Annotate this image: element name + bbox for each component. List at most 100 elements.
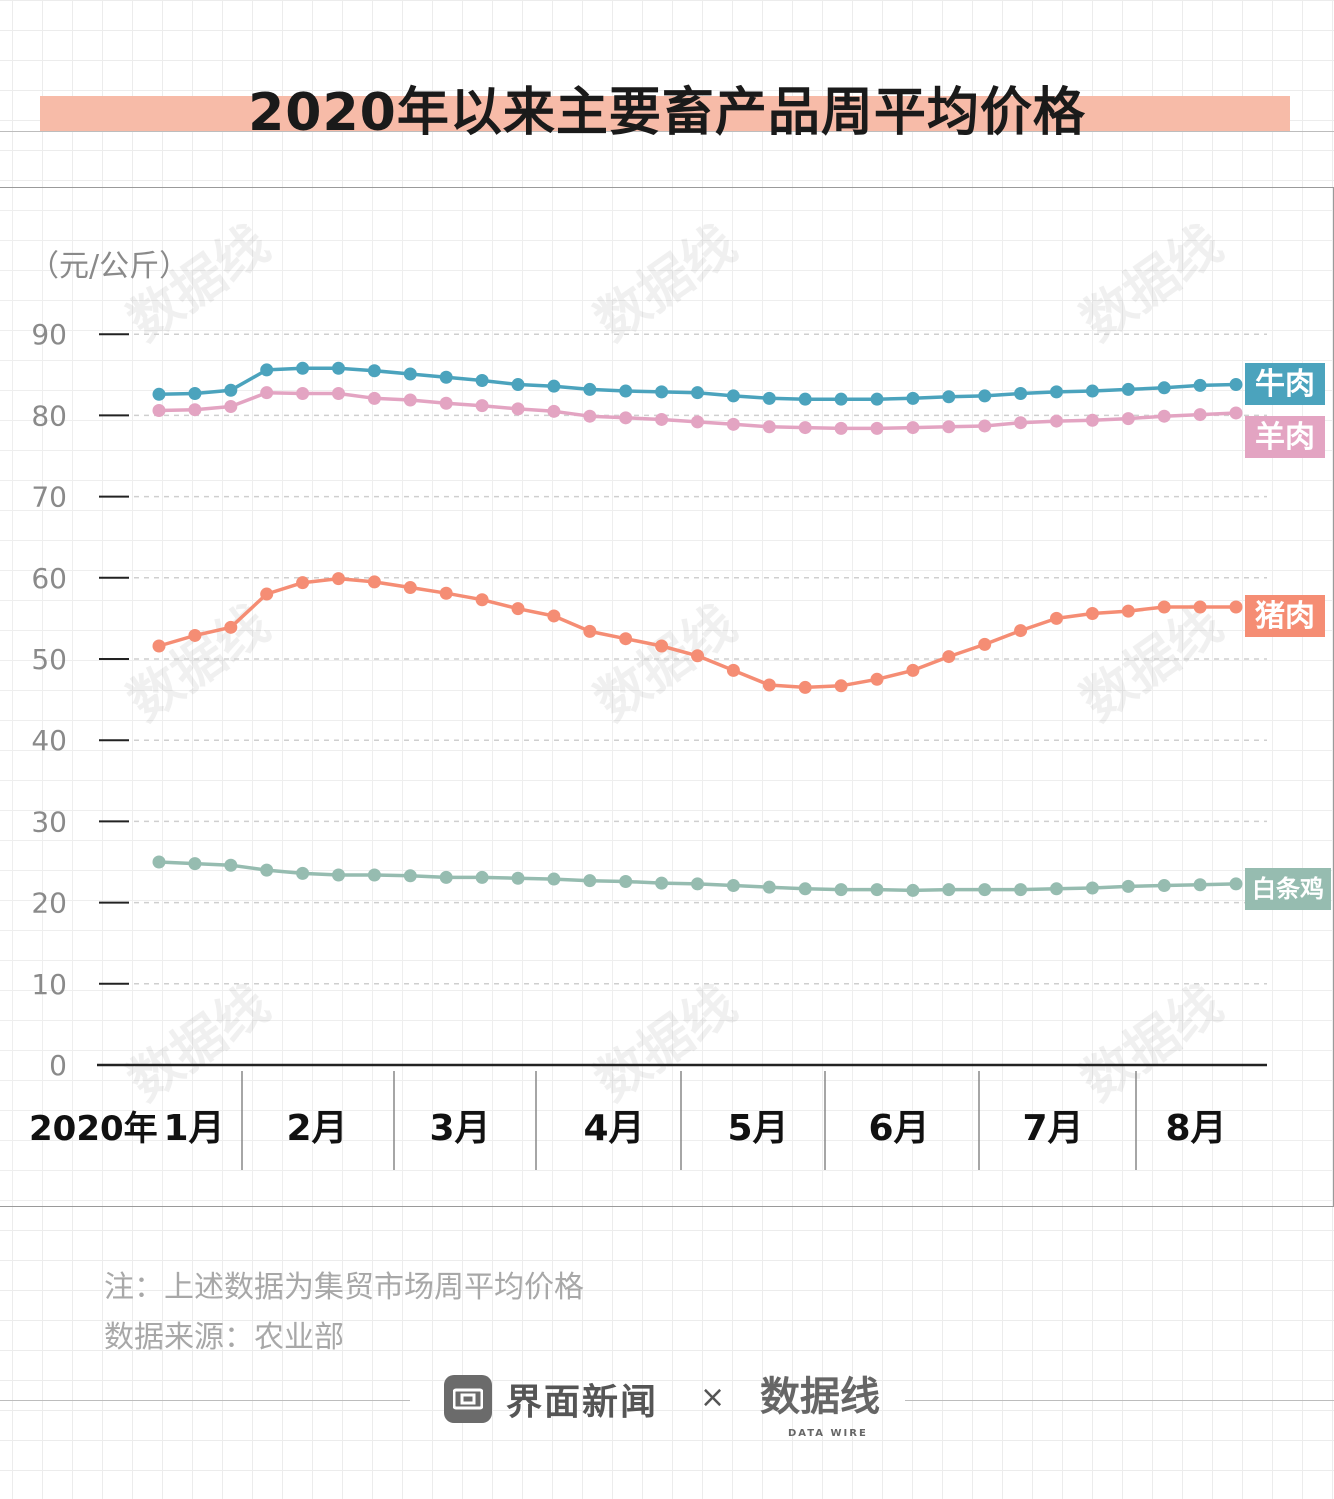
data-point-chicken <box>367 868 381 882</box>
data-point-mutton <box>619 411 633 425</box>
chart-panel: 数据线 数据线 数据线 数据线 数据线 数据线 数据线 数据线 数据线 （元/公斤） 0 10 20 30… <box>0 187 1334 1207</box>
title-banner: 2020年以来主要畜产品周平均价格 <box>0 40 1334 143</box>
watermark-logo: 数据线 <box>1071 974 1233 1113</box>
data-point-beef <box>762 391 776 405</box>
data-point-pork <box>726 663 740 677</box>
data-point-mutton <box>1050 414 1063 428</box>
data-point-chicken <box>152 855 166 869</box>
watermark-logo: 数据线 <box>585 594 747 733</box>
datawire-logo: 数据线 DATA WIRE <box>758 1360 888 1440</box>
watermark-logo: 数据线 <box>118 974 280 1113</box>
data-point-mutton <box>762 420 776 434</box>
data-point-pork <box>332 572 345 586</box>
data-point-chicken <box>332 868 345 882</box>
y-tick-label: 80 <box>31 399 67 432</box>
data-point-chicken <box>834 883 848 897</box>
data-point-pork <box>619 632 633 646</box>
y-tick-label: 90 <box>31 318 67 351</box>
y-tick-label: 0 <box>49 1049 67 1082</box>
jiemian-name: 界面新闻 <box>506 1382 659 1423</box>
data-point-chicken <box>511 871 525 885</box>
y-tick-label: 40 <box>31 724 67 757</box>
data-point-beef <box>224 383 238 397</box>
data-point-pork <box>978 637 992 651</box>
data-point-pork <box>188 628 202 642</box>
data-point-pork <box>296 576 310 590</box>
data-point-beef <box>367 364 381 378</box>
x-tick-label: 8月 <box>1165 1108 1226 1149</box>
x-tick-label: 5月 <box>727 1108 788 1149</box>
data-point-mutton <box>403 393 417 407</box>
data-point-mutton <box>224 399 238 413</box>
data-point-chicken <box>475 870 489 884</box>
data-point-chicken <box>583 874 597 888</box>
data-point-beef <box>511 378 525 392</box>
data-point-beef <box>439 370 453 384</box>
source-note: 数据来源：农业部 <box>104 1320 344 1355</box>
data-point-chicken <box>1121 879 1135 893</box>
data-point-mutton <box>152 404 166 418</box>
data-point-beef <box>942 390 956 404</box>
data-point-chicken <box>870 883 884 897</box>
data-point-chicken <box>1014 883 1028 897</box>
data-point-pork <box>870 672 884 686</box>
data-point-beef <box>260 363 274 377</box>
data-point-chicken <box>296 866 310 880</box>
watermark-logo: 数据线 <box>585 974 747 1113</box>
jiemian-brand: 界面新闻 <box>444 1374 658 1424</box>
data-point-chicken <box>726 879 740 893</box>
data-point-chicken <box>260 863 274 877</box>
y-unit-label: （元/公斤） <box>29 249 189 284</box>
data-point-mutton <box>1121 412 1135 426</box>
data-point-pork <box>152 639 166 653</box>
data-point-mutton <box>583 409 597 423</box>
x-tick-label: 7月 <box>1022 1108 1083 1149</box>
data-point-beef <box>475 373 489 387</box>
data-point-chicken <box>655 876 669 890</box>
data-point-beef <box>1085 384 1099 398</box>
data-point-mutton <box>332 386 345 400</box>
series-label-bg-chicken <box>1245 868 1331 910</box>
data-point-pork <box>1121 604 1135 618</box>
data-point-mutton <box>296 386 310 400</box>
data-point-chicken <box>188 857 202 871</box>
data-point-pork <box>1014 624 1028 638</box>
data-point-chicken <box>798 882 812 896</box>
watermark-logo: 数据线 <box>1071 214 1233 353</box>
data-point-chicken <box>1193 878 1207 892</box>
y-tick-label: 20 <box>31 887 67 920</box>
series-label-bg-pork <box>1245 595 1325 637</box>
data-point-mutton <box>1193 408 1207 422</box>
year-label: 2020年 <box>29 1109 158 1149</box>
data-point-pork <box>260 587 274 601</box>
data-point-mutton <box>655 412 669 426</box>
y-tick-label: 50 <box>31 643 67 676</box>
times-sign: × <box>700 1380 726 1415</box>
data-point-beef <box>834 392 848 406</box>
jiemian-logo-icon <box>444 1375 492 1423</box>
data-point-mutton <box>906 421 920 435</box>
data-point-beef <box>583 382 597 396</box>
data-point-pork <box>583 624 597 638</box>
data-point-chicken <box>762 880 776 894</box>
data-point-mutton <box>511 402 525 416</box>
footnote: 注：上述数据为集贸市场周平均价格 <box>104 1270 584 1305</box>
data-point-pork <box>798 680 812 694</box>
data-point-pork <box>1157 600 1171 614</box>
data-point-pork <box>1193 600 1207 614</box>
data-point-mutton <box>726 417 740 431</box>
data-point-mutton <box>798 421 812 435</box>
data-point-pork <box>439 586 453 600</box>
data-point-mutton <box>834 421 848 435</box>
data-point-chicken <box>1085 881 1099 895</box>
data-point-chicken <box>691 877 704 891</box>
title-highlight <box>40 96 1290 132</box>
x-tick-label: 1月 <box>163 1108 224 1149</box>
data-point-mutton <box>439 396 453 410</box>
data-point-pork <box>762 678 776 692</box>
data-point-pork <box>511 602 525 616</box>
chart-title: 2020年以来主要畜产品周平均价格 <box>248 83 1086 143</box>
y-tick-label: 10 <box>31 968 67 1001</box>
x-tick-label: 3月 <box>429 1108 490 1149</box>
data-point-beef <box>798 392 812 406</box>
